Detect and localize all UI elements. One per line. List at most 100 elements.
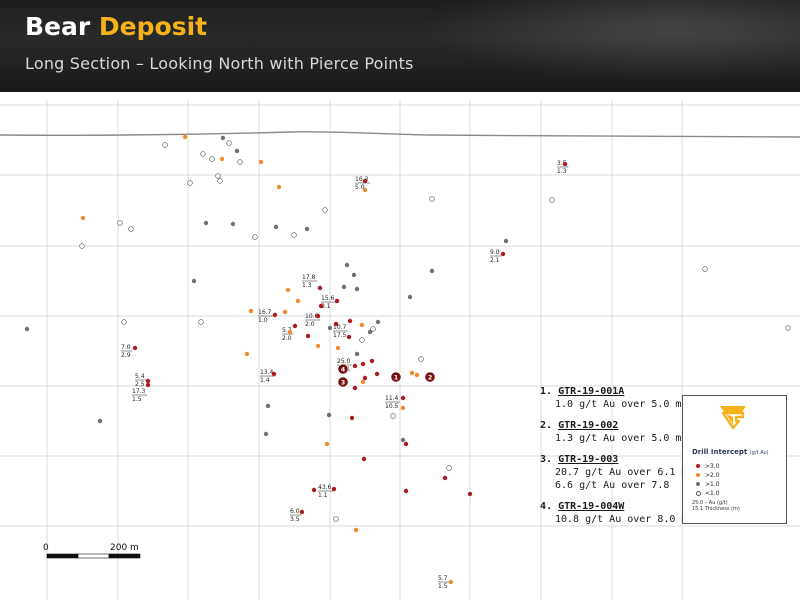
legend-box: Drill Intercept (g/t Au) >3.0 >2.0 >1.0 … — [682, 395, 787, 524]
intercept-label: 17.81.3 — [302, 274, 318, 289]
pierce-point — [334, 298, 340, 304]
intercept-label: 11.410.5 — [385, 395, 401, 410]
pierce-point — [354, 286, 360, 292]
pierce-point — [200, 151, 206, 157]
legend-title: Drill Intercept (g/t Au) — [692, 448, 769, 456]
au-grade-label: 6.0 — [290, 508, 300, 515]
intercept-label: 5.71.5 — [438, 575, 450, 590]
scale-start-label: 0 — [43, 543, 49, 553]
pierce-point — [248, 308, 254, 314]
pierce-point — [145, 382, 151, 388]
legend-item-gt1: >1.0 — [696, 481, 720, 488]
au-grade-label: 25.0 — [337, 358, 351, 365]
pierce-point — [335, 345, 341, 351]
page-subtitle: Long Section – Looking North with Pierce… — [25, 54, 414, 73]
pierce-point — [359, 337, 365, 343]
pierce-point — [369, 358, 375, 364]
pierce-point — [702, 266, 708, 272]
pierce-point — [263, 431, 269, 437]
pierce-point — [351, 272, 357, 278]
pierce-point — [217, 178, 223, 184]
intercept-label: 16.35.0 — [355, 176, 371, 191]
thickness-label: 1.3 — [302, 282, 312, 289]
intercept-label: 43.61.1 — [318, 484, 334, 499]
pierce-point — [353, 527, 359, 533]
au-grade-label: 5.7 — [282, 327, 292, 334]
pierce-point — [282, 309, 288, 315]
intercept-label: 16.71.0 — [258, 309, 274, 324]
pierce-point — [390, 413, 396, 419]
pierce-point — [400, 395, 406, 401]
thickness-label: 10.5 — [385, 403, 399, 410]
legend-item-gt2: >2.0 — [696, 472, 720, 479]
thickness-label: 2.0 — [282, 335, 292, 342]
pierce-points — [24, 134, 791, 585]
pierce-point — [80, 215, 86, 221]
pierce-point — [117, 220, 123, 226]
hole-id: GTR-19-002 — [558, 420, 619, 431]
pierce-point — [403, 488, 409, 494]
pierce-point — [187, 180, 193, 186]
legend-label-key: 25.0 – Au (g/t) 15.1 Thickness (m) — [692, 500, 740, 512]
intercept-label: 17.31.5 — [132, 388, 148, 403]
intercept-label: 3.51.3 — [557, 160, 569, 175]
hole-result: 6.6 g/t Au over 7.8 — [555, 480, 670, 491]
section-grid — [0, 100, 800, 600]
hole-marker-number: 3 — [341, 378, 346, 386]
pierce-point — [237, 159, 243, 165]
pierce-point — [346, 334, 352, 340]
hole-entry: 4. GTR-19-004W 10.8 g/t Au over 8.0 m — [540, 501, 688, 525]
au-grade-label: 3.5 — [557, 160, 567, 167]
au-grade-label: 17.8 — [302, 274, 316, 281]
pierce-point — [362, 375, 368, 381]
intercept-label: 10.717.5 — [333, 324, 349, 339]
pierce-point — [362, 187, 368, 193]
pierce-point — [359, 322, 365, 328]
pierce-point — [220, 135, 226, 141]
hole-id: GTR-19-003 — [558, 454, 619, 465]
pierce-point — [362, 178, 368, 184]
thickness-label: 1.0 — [258, 317, 268, 324]
pierce-point — [407, 294, 413, 300]
thickness-label: 2.5 — [135, 381, 145, 388]
pierce-point — [331, 486, 337, 492]
hole-markers: 1 2 3 4 — [337, 363, 436, 388]
pierce-point — [414, 372, 420, 378]
hole-marker-circle — [337, 376, 349, 388]
pierce-point — [503, 238, 509, 244]
pierce-point — [344, 262, 350, 268]
pierce-point — [191, 278, 197, 284]
hole-marker-number: 2 — [428, 373, 433, 381]
intercept-label: 6.03.5 — [290, 508, 302, 523]
intercept-label: 15.63.1 — [321, 295, 337, 310]
intercept-label: 5.72.0 — [282, 327, 294, 342]
pierce-point — [79, 243, 85, 249]
au-grade-label: 13.4 — [260, 369, 274, 376]
au-grade-label: 5.4 — [135, 373, 145, 380]
pierce-point — [500, 251, 506, 257]
pierce-point — [322, 207, 328, 213]
au-grade-label: 16.3 — [355, 176, 369, 183]
pierce-point — [285, 287, 291, 293]
pierce-point — [360, 361, 366, 367]
intercept-label: 5.42.5 — [135, 373, 147, 388]
pierce-point — [326, 412, 332, 418]
page-title: Bear Deposit — [25, 12, 208, 41]
pierce-point — [374, 371, 380, 377]
pierce-point — [354, 351, 360, 357]
pierce-point — [375, 319, 381, 325]
au-grade-label: 5.7 — [438, 575, 448, 582]
header-banner: Bear Deposit Long Section – Looking Nort… — [0, 0, 800, 92]
au-grade-label: 17.3 — [132, 388, 146, 395]
hole-result: 1.3 g/t Au over 5.0 m — [555, 433, 682, 444]
long-section-map: 3.51.316.35.09.02.117.81.315.63.116.71.0… — [0, 100, 800, 600]
pierce-point — [244, 351, 250, 357]
pierce-point — [132, 345, 138, 351]
pierce-point — [287, 329, 293, 335]
hole-result: 1.0 g/t Au over 5.0 m — [555, 399, 682, 410]
pierce-point — [549, 197, 555, 203]
pierce-point — [265, 403, 271, 409]
pierce-point — [317, 285, 323, 291]
au-grade-label: 7.0 — [121, 344, 131, 351]
thickness-label: 2.1 — [490, 257, 500, 264]
